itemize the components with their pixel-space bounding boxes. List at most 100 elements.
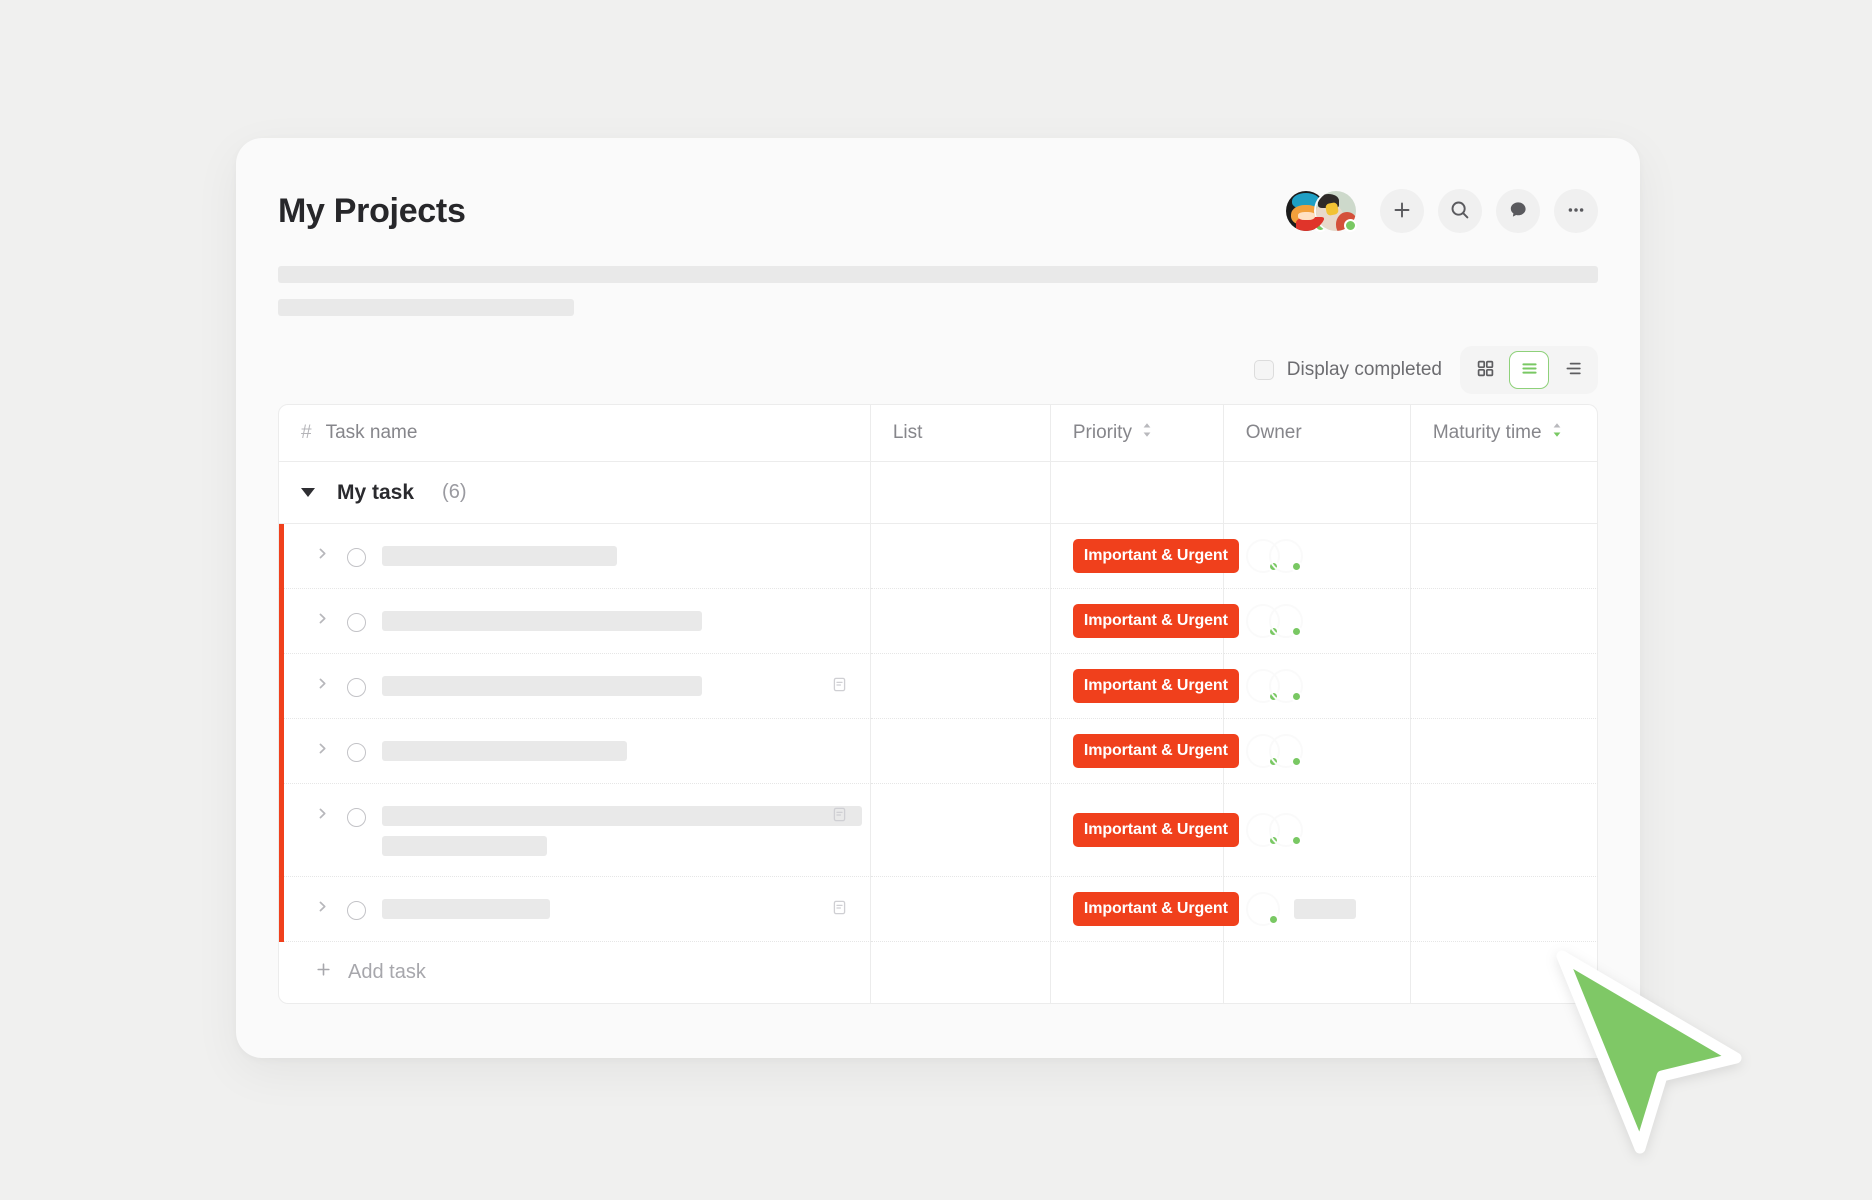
task-maturity-cell[interactable]: [1410, 877, 1598, 942]
task-complete-checkbox[interactable]: [347, 548, 366, 567]
plus-icon: [315, 961, 332, 984]
add-button[interactable]: [1380, 189, 1424, 233]
avatar[interactable]: [1245, 892, 1280, 926]
task-list-cell[interactable]: [870, 784, 1051, 877]
task-complete-checkbox[interactable]: [347, 807, 366, 827]
task-list-cell[interactable]: [870, 654, 1051, 719]
column-header-maturity-time[interactable]: Maturity time: [1410, 404, 1598, 462]
task-complete-checkbox[interactable]: [347, 743, 366, 762]
search-icon: [1449, 199, 1471, 224]
chevron-down-icon[interactable]: [301, 488, 315, 497]
add-task-cell[interactable]: Add task: [278, 942, 871, 1004]
sort-arrows-icon[interactable]: [1551, 421, 1563, 445]
table-row[interactable]: Important & Urgent: [278, 588, 1598, 654]
task-maturity-cell[interactable]: [1410, 719, 1598, 784]
table-row[interactable]: Important & Urgent: [278, 718, 1598, 784]
header-avatar-group[interactable]: [1284, 189, 1358, 233]
note-icon[interactable]: [831, 806, 848, 828]
task-name-cell[interactable]: [278, 876, 871, 942]
placeholder-bar: [278, 266, 1598, 283]
task-list-cell[interactable]: [870, 589, 1051, 654]
tasks-table-container: # Task name List Priority: [278, 404, 1598, 1004]
task-list-cell[interactable]: [870, 524, 1051, 589]
owner-name-placeholder: [1293, 899, 1356, 919]
task-priority-cell[interactable]: Important & Urgent: [1050, 877, 1239, 942]
task-name-placeholder: [382, 898, 550, 919]
display-completed-toggle[interactable]: Display completed: [1253, 359, 1442, 381]
task-complete-checkbox[interactable]: [347, 900, 366, 920]
task-maturity-cell[interactable]: [1410, 589, 1598, 654]
task-owner-cell[interactable]: [1223, 784, 1411, 877]
task-group-priority-cell: [1050, 462, 1224, 524]
status-dot-online: [1290, 561, 1302, 572]
task-complete-checkbox[interactable]: [347, 677, 366, 697]
task-owner-cell[interactable]: [1223, 524, 1411, 589]
note-icon[interactable]: [831, 899, 848, 921]
task-maturity-cell[interactable]: [1410, 784, 1598, 877]
task-name-cell[interactable]: [278, 783, 871, 877]
column-header-task-name[interactable]: # Task name: [278, 404, 871, 462]
chevron-right-icon[interactable]: [309, 612, 335, 625]
task-priority-cell[interactable]: Important & Urgent: [1050, 524, 1239, 589]
avatar[interactable]: [1268, 539, 1303, 573]
comments-button[interactable]: [1496, 189, 1540, 233]
chevron-right-icon[interactable]: [309, 742, 335, 755]
task-maturity-cell[interactable]: [1410, 654, 1598, 719]
window-header: My Projects: [236, 138, 1640, 246]
task-name-cell[interactable]: [278, 718, 871, 784]
task-maturity-cell[interactable]: [1410, 524, 1598, 589]
task-name-cell[interactable]: [278, 524, 871, 589]
column-header-label: List: [892, 422, 923, 443]
avatar[interactable]: [1268, 813, 1303, 847]
add-task-button[interactable]: Add task: [301, 961, 848, 984]
chat-bubble-icon: [1507, 199, 1529, 224]
priority-badge: Important & Urgent: [1072, 669, 1239, 703]
table-row[interactable]: Important & Urgent: [278, 876, 1598, 942]
table-row[interactable]: Important & Urgent: [278, 524, 1598, 589]
display-completed-checkbox[interactable]: [1253, 360, 1274, 380]
note-icon[interactable]: [831, 676, 848, 698]
search-button[interactable]: [1438, 189, 1482, 233]
chevron-right-icon[interactable]: [309, 547, 335, 560]
task-priority-cell[interactable]: Important & Urgent: [1050, 784, 1239, 877]
avatar[interactable]: [1268, 734, 1303, 768]
task-priority-cell[interactable]: Important & Urgent: [1050, 719, 1239, 784]
table-row[interactable]: Important & Urgent: [278, 653, 1598, 719]
task-priority-cell[interactable]: Important & Urgent: [1050, 589, 1239, 654]
list-view-button[interactable]: [1509, 351, 1549, 389]
chevron-right-icon[interactable]: [309, 900, 335, 913]
avatar[interactable]: [1284, 189, 1328, 233]
task-name-placeholder: [382, 835, 547, 856]
task-list-cell[interactable]: [870, 877, 1051, 942]
sort-view-button[interactable]: [1553, 351, 1593, 389]
header-actions: [1284, 189, 1598, 233]
task-owner-cell[interactable]: [1223, 589, 1411, 654]
table-row[interactable]: Important & Urgent: [278, 783, 1598, 877]
avatar[interactable]: [1268, 669, 1303, 703]
sort-arrows-icon[interactable]: [1141, 421, 1153, 445]
board-view-button[interactable]: [1465, 351, 1505, 389]
task-list-cell[interactable]: [870, 719, 1051, 784]
add-task-label: Add task: [348, 961, 426, 983]
add-task-row[interactable]: Add task: [278, 942, 1598, 1004]
priority-badge: Important & Urgent: [1072, 539, 1239, 573]
avatar[interactable]: [1268, 604, 1303, 638]
task-name-placeholder: [382, 741, 627, 761]
task-owner-cell[interactable]: [1223, 654, 1411, 719]
task-owner-cell[interactable]: [1223, 719, 1411, 784]
chevron-right-icon[interactable]: [309, 677, 335, 690]
task-name-cell[interactable]: [278, 653, 871, 719]
task-group-row[interactable]: My task (6): [278, 462, 1598, 524]
task-complete-checkbox[interactable]: [347, 613, 366, 632]
chevron-right-icon[interactable]: [309, 807, 335, 820]
column-header-list[interactable]: List: [870, 404, 1051, 462]
status-dot-online: [1290, 691, 1302, 702]
page-title: My Projects: [278, 192, 466, 230]
more-options-button[interactable]: [1554, 189, 1598, 233]
task-owner-cell[interactable]: [1223, 877, 1411, 942]
task-name-cell[interactable]: [278, 588, 871, 654]
task-priority-cell[interactable]: Important & Urgent: [1050, 654, 1239, 719]
priority-badge: Important & Urgent: [1072, 892, 1239, 926]
column-header-priority[interactable]: Priority: [1050, 404, 1224, 462]
column-header-owner[interactable]: Owner: [1223, 404, 1411, 462]
